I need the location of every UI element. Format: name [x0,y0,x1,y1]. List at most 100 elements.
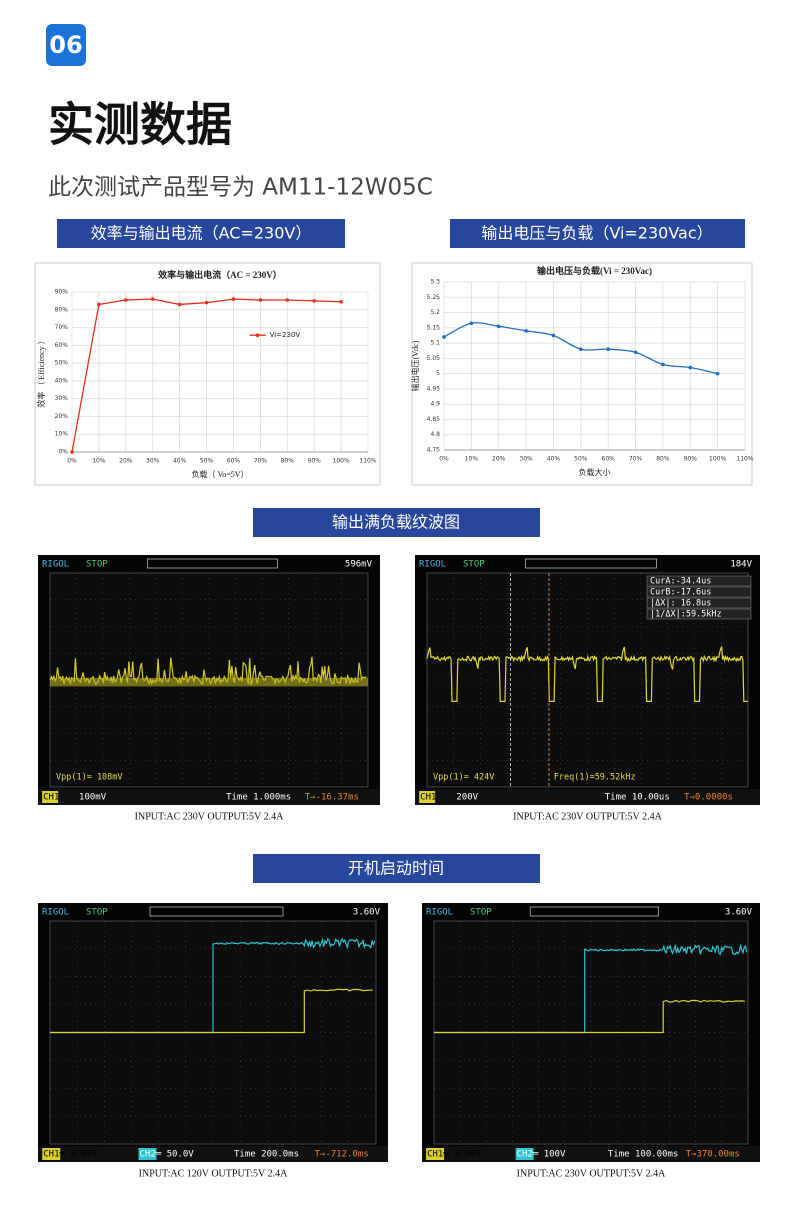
banner [450,219,745,248]
channel-tag [42,791,59,803]
x-tick-label: 10% [92,458,106,465]
x-tick-label: 90% [308,458,322,465]
x-tick-label: 60% [602,456,616,463]
y-tick-label: 4.95 [427,385,441,392]
banner-text: 输出满负载纹波图 [332,513,460,532]
readout-box [646,597,752,609]
data-point [339,299,343,304]
waveform [426,646,748,703]
scope-status: CH1═ 5.00V [43,1150,98,1160]
scope-status: T→-712.0ms [315,1150,369,1160]
x-tick-label: 40% [547,456,561,463]
x-tick-label: 20% [119,458,133,465]
scope-status: CH1═ 5.00V [427,1150,482,1160]
data-point [231,297,236,301]
data-point [606,347,610,352]
scope-readout: CurB:-17.6us [650,588,711,598]
waveform-band [50,677,368,687]
waveform-ch2 [434,943,748,1034]
page-subtitle: 此次测试产品型号为 AM11-12W05C [48,175,433,201]
y-tick-label: 5.25 [427,294,441,301]
x-tick-label: 10% [465,456,479,463]
scope-status: T→370.00ms [686,1150,740,1160]
readout-box [646,575,752,587]
y-tick-label: 5.15 [427,324,441,331]
scope-measure: Vpp(1)= 108mV [56,773,123,783]
scope-state: STOP [470,908,492,918]
data-point [97,302,101,307]
scope-status: T→0.0000s [684,793,733,803]
scope-status: Time 100.00ms [608,1150,678,1160]
scope-readout: |1/ΔX|:59.5kHz [650,610,722,620]
scope-brand: RIGOL [42,560,69,570]
data-point [312,299,316,303]
y-tick-label: 70% [55,324,69,331]
banner-text: 输出电压与负载（Vi=230Vac） [481,224,712,243]
scope-trigger-level: 3.60V [725,908,753,918]
banner-text: 效率与输出电流（AC=230V） [91,224,312,243]
y-tick-label: 4.8 [430,431,440,438]
chart-title: 效率与输出电流（AC = 230V） [158,269,282,280]
x-tick-label: 70% [254,458,268,465]
data-point [496,324,501,329]
y-tick-label: 60% [55,342,69,349]
data-point [469,321,474,326]
scope-brand: RIGOL [426,908,453,918]
waveform-ch1 [50,988,373,1034]
y-tick-label: 4.85 [427,416,441,423]
scope-timebar [525,558,657,569]
y-tick-label: 30% [55,395,69,402]
scope-measure: Freq(1)=59.52kHz [554,773,636,783]
data-point [633,350,638,355]
channel-tag [138,1148,157,1160]
y-tick-label: 5.05 [427,355,441,362]
scope-readout: |ΔX|: 16.8us [650,599,711,609]
y-tick-label: 4.9 [430,401,440,408]
scope-caption: INPUT:AC 230V OUTPUT:5V 2.4A [135,811,284,822]
channel-tag [419,791,436,803]
scope-status: 100mV [79,793,107,803]
scope-state: STOP [86,560,108,570]
scope-status: CH2═ 100V [517,1150,566,1160]
x-tick-label: 0% [439,456,449,463]
data-point [70,450,74,454]
y-tick-label: 4.75 [427,447,441,454]
banner [253,854,540,883]
scope-status: T→-16.37ms [305,793,359,803]
waveform-ch1 [434,999,745,1034]
scope-statusbar [38,789,380,805]
x-axis-label: 负载大小 [579,467,611,477]
scope-caption: INPUT:AC 120V OUTPUT:5V 2.4A [139,1168,288,1179]
scope-measure: Vpp(1)= 424V [433,773,494,783]
scope-trigger-level: 184V [730,560,752,570]
scope-trigger-level: 3.60V [353,908,381,918]
waveform-ch2 [50,937,376,1034]
scope-status: Time 1.000ms [226,793,291,803]
x-tick-label: 80% [656,456,670,463]
x-tick-label: 0% [67,458,77,465]
scope-status: Time 10.00us [605,793,670,803]
y-tick-label: 10% [55,431,69,438]
scope-state: STOP [463,560,485,570]
chart-frame [34,262,381,486]
scope-caption: INPUT:AC 230V OUTPUT:5V 2.4A [517,1168,666,1179]
scope-readout: CurA:-34.4us [650,577,711,587]
x-tick-label: 70% [629,456,643,463]
x-tick-label: 100% [709,456,726,463]
scope-status: CH1 [420,793,436,803]
data-point [258,298,263,302]
data-point [551,333,556,338]
banner [57,219,345,248]
data-point [177,302,182,307]
data-point [661,362,665,367]
legend-label: Vi=230V [270,331,301,339]
x-tick-label: 30% [519,456,533,463]
badge [46,24,86,66]
channel-tag [515,1148,534,1160]
channel-tag [426,1148,445,1160]
data-point [579,347,583,352]
y-tick-label: 50% [55,360,69,367]
y-tick-label: 5.2 [430,309,440,316]
x-tick-label: 30% [146,458,160,465]
